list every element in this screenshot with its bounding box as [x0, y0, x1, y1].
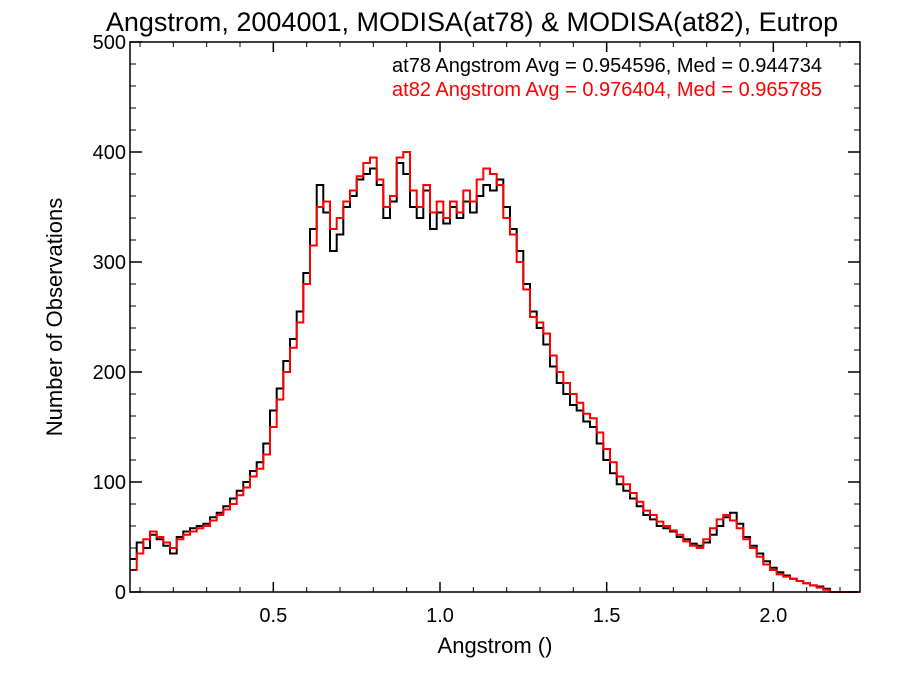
series-at82-line	[130, 151, 857, 593]
x-tick-label: 2.0	[759, 605, 787, 627]
x-tick-label: 1.5	[593, 605, 621, 627]
y-tick-label: 100	[93, 472, 126, 494]
legend-at78-label: at78 Angstrom Avg = 0.954596, Med = 0.94…	[392, 55, 822, 77]
y-tick-label: 200	[93, 362, 126, 384]
y-tick-label: 0	[115, 582, 126, 604]
x-tick-label: 1.0	[426, 605, 454, 627]
x-axis-label: Angstrom ()	[438, 633, 553, 658]
series-layer	[130, 151, 857, 593]
y-tick-label: 300	[93, 252, 126, 274]
legend-at82-label: at82 Angstrom Avg = 0.976404, Med = 0.96…	[392, 79, 822, 101]
y-tick-label: 500	[93, 32, 126, 54]
x-tick-label: 0.5	[259, 605, 287, 627]
chart-title: Angstrom, 2004001, MODISA(at78) & MODISA…	[106, 7, 838, 37]
y-axis-label: Number of Observations	[42, 198, 67, 436]
ticks-layer: 0.5 1.0 1.5 2.0 0 100 200 300 400 500	[93, 32, 860, 627]
y-tick-label: 400	[93, 142, 126, 164]
series-at78-line	[130, 162, 857, 593]
plot-frame	[129, 41, 861, 593]
